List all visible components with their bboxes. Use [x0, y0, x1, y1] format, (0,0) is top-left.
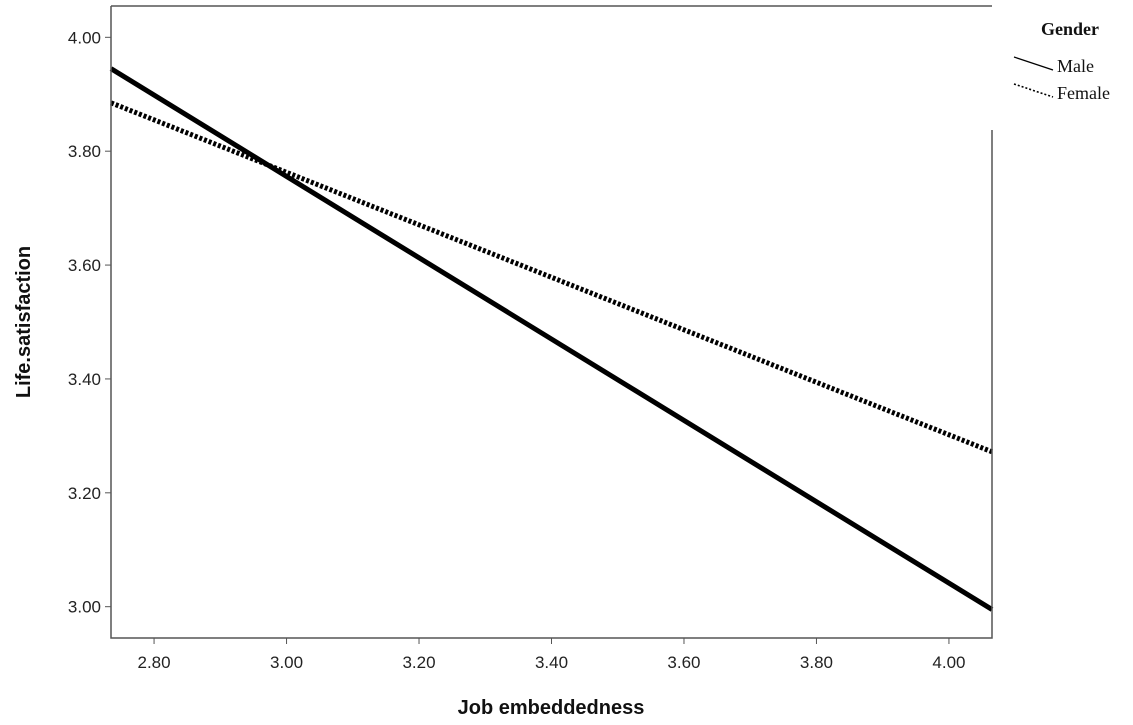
series-line-female [110, 100, 993, 455]
legend: Gender Male Female [1013, 19, 1110, 103]
x-tick-label: 3.00 [270, 653, 303, 672]
y-tick-label: 4.00 [68, 28, 101, 47]
legend-title: Gender [1041, 19, 1099, 39]
x-tick-label: 3.80 [800, 653, 833, 672]
x-axis-label: Job embeddedness [458, 697, 645, 719]
y-tick-label: 3.20 [68, 484, 101, 503]
x-tick-label: 3.20 [402, 653, 435, 672]
y-tick-label: 3.60 [68, 256, 101, 275]
series-layer [109, 66, 994, 612]
x-tick-label: 2.80 [138, 653, 171, 672]
x-tick-label: 3.60 [667, 653, 700, 672]
y-tick-label: 3.00 [68, 598, 101, 617]
legend-swatch-female [1013, 83, 1054, 98]
y-tick-label: 3.40 [68, 370, 101, 389]
legend-swatch-male [1013, 56, 1054, 71]
y-tick-label: 3.80 [68, 142, 101, 161]
legend-label-male: Male [1057, 56, 1094, 76]
legend-label-female: Female [1057, 83, 1110, 103]
plot-area [111, 6, 992, 638]
x-axis: 2.80 3.00 3.20 3.40 3.60 3.80 4.00 [138, 638, 965, 672]
y-axis-label: Life.satisfaction [13, 246, 35, 398]
y-axis: 3.00 3.20 3.40 3.60 3.80 4.00 [68, 28, 111, 617]
x-tick-label: 3.40 [535, 653, 568, 672]
x-tick-label: 4.00 [932, 653, 965, 672]
